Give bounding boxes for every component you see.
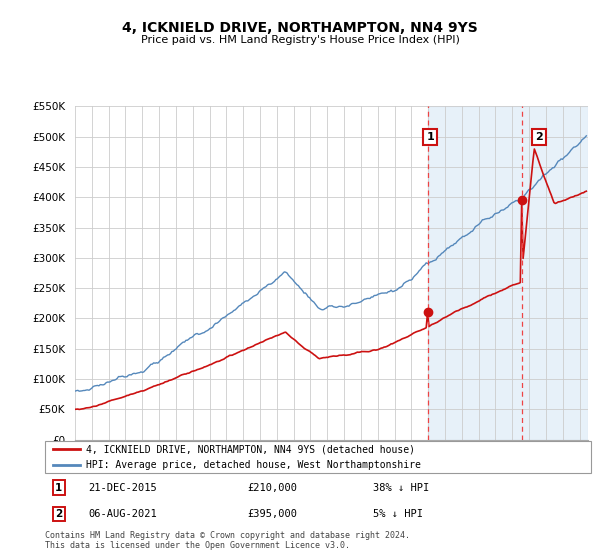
Text: HPI: Average price, detached house, West Northamptonshire: HPI: Average price, detached house, West… [86, 460, 421, 470]
Text: Contains HM Land Registry data © Crown copyright and database right 2024.
This d: Contains HM Land Registry data © Crown c… [45, 531, 410, 550]
Text: 1: 1 [427, 132, 434, 142]
Text: £210,000: £210,000 [247, 483, 297, 493]
Text: 2: 2 [535, 132, 543, 142]
Bar [428, 106, 588, 440]
Text: 21-DEC-2015: 21-DEC-2015 [89, 483, 157, 493]
Text: 4, ICKNIELD DRIVE, NORTHAMPTON, NN4 9YS: 4, ICKNIELD DRIVE, NORTHAMPTON, NN4 9YS [122, 21, 478, 35]
FancyBboxPatch shape [45, 441, 591, 473]
Text: 1: 1 [55, 483, 62, 493]
Text: 5% ↓ HPI: 5% ↓ HPI [373, 509, 422, 519]
Text: 4, ICKNIELD DRIVE, NORTHAMPTON, NN4 9YS (detached house): 4, ICKNIELD DRIVE, NORTHAMPTON, NN4 9YS … [86, 445, 415, 455]
Text: 2: 2 [55, 509, 62, 519]
Text: Price paid vs. HM Land Registry's House Price Index (HPI): Price paid vs. HM Land Registry's House … [140, 35, 460, 45]
Text: 06-AUG-2021: 06-AUG-2021 [89, 509, 157, 519]
Text: £395,000: £395,000 [247, 509, 297, 519]
Text: 38% ↓ HPI: 38% ↓ HPI [373, 483, 429, 493]
